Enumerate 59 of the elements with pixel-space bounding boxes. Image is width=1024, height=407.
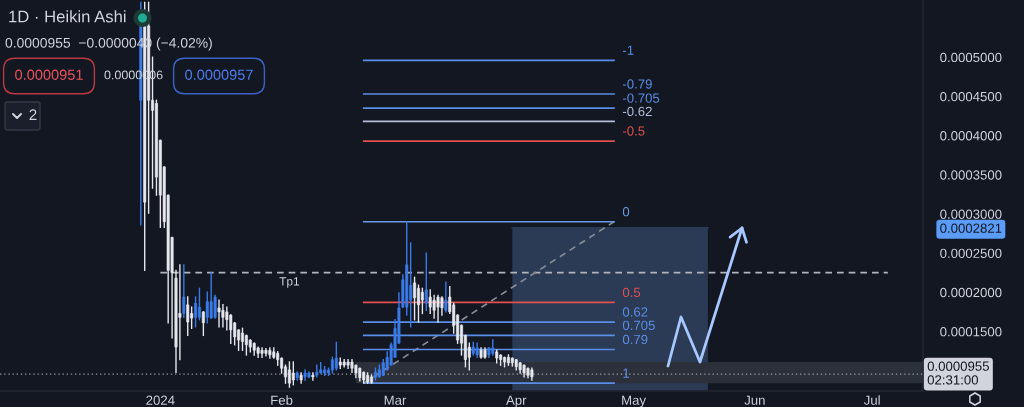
y-tick-label: 0.0002000 — [940, 287, 1002, 298]
candlestick — [186, 296, 190, 337]
annotation: 2 — [29, 109, 37, 120]
series-label: -0.79 — [622, 79, 652, 89]
series-label: 0.62 — [622, 307, 648, 317]
candlestick — [416, 284, 420, 323]
series-label: -0.705 — [622, 93, 660, 103]
candlestick — [436, 294, 440, 323]
series-label: 0.79 — [622, 334, 648, 345]
candlestick — [260, 347, 264, 359]
y-tick-label: 0.0003000 — [940, 209, 1002, 219]
x-tick-label: Feb — [271, 395, 293, 405]
series-label: 0 — [622, 207, 630, 217]
candlestick — [444, 281, 448, 313]
candlestick — [182, 264, 186, 319]
annotation: Tp1 — [279, 277, 300, 288]
x-tick-label: Mar — [384, 395, 407, 405]
x-tick-label: May — [622, 395, 647, 407]
series-label: -0.5 — [622, 126, 645, 136]
y-tick-label: 0.0005000 — [940, 52, 1002, 63]
candlestick — [197, 287, 201, 321]
candlestick — [244, 334, 248, 356]
y-tick-label: 0.0004500 — [940, 91, 1002, 102]
ref-line-label: 0.0000955 02:31:00 — [927, 361, 989, 385]
candlestick — [240, 327, 244, 351]
y-tick-label: 0.0002500 — [940, 248, 1002, 258]
candlestick — [334, 341, 338, 371]
candlestick — [413, 276, 417, 321]
series-label: -0.62 — [622, 106, 652, 117]
candlestick — [178, 264, 182, 361]
series-label: 1 — [623, 368, 630, 378]
candlestick — [194, 296, 198, 328]
series-label: -1 — [622, 45, 634, 55]
candlestick — [420, 287, 424, 315]
y-tick-label: 0.0002821 — [940, 223, 1002, 233]
x-tick-label: 2024 — [146, 395, 175, 405]
series-label: 0.5 — [622, 287, 641, 298]
candlestick — [205, 291, 209, 324]
candlestick — [291, 361, 295, 386]
x-tick-label: Jul — [863, 395, 880, 405]
candlestick — [311, 372, 315, 381]
candlestick — [217, 299, 221, 328]
series-label: 0.705 — [622, 320, 655, 330]
candlestick — [424, 252, 428, 311]
x-tick-label: Apr — [506, 395, 527, 407]
candlestick — [201, 311, 205, 337]
candlestick — [225, 306, 229, 331]
x-tick-label: Jun — [744, 395, 765, 405]
chart-title: 1D · Heikin Ashi — [9, 10, 126, 23]
annotation: 0.0000957 — [185, 69, 253, 80]
candlestick — [503, 356, 507, 368]
y-tick-label: 0.0001500 — [940, 327, 1002, 337]
y-tick-label: 0.0004000 — [940, 131, 1002, 141]
annotation: 0.0000951 — [15, 69, 83, 80]
candlestick — [190, 306, 194, 330]
candlestick — [287, 361, 291, 388]
candlestick — [428, 289, 432, 315]
candlestick — [409, 242, 413, 328]
y-tick-label: 0.0003500 — [940, 170, 1002, 180]
